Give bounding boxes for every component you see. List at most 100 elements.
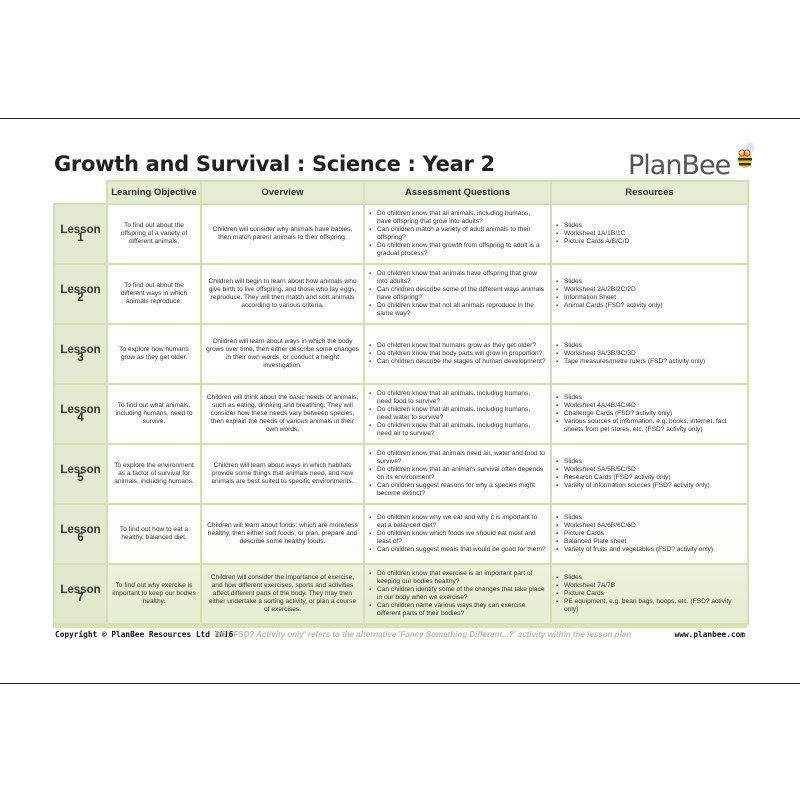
resources-list: SlidesWorksheet 1A/1B/1CPicture Cards A/… <box>556 222 743 246</box>
list-item: Worksheet 5A/5B/5C/5D <box>556 466 743 474</box>
list-item: Do children know that growth from offspr… <box>369 242 546 258</box>
list-item: Challenge Cards (FSD? activity only) <box>556 410 743 418</box>
lesson-label: Lesson 5 <box>53 443 108 505</box>
resources-list: SlidesWorksheet 1A/1B/1CPicture Cards A/… <box>550 203 749 265</box>
resources-list: SlidesWorksheet 5A/5B/5C/5DResearch Card… <box>556 458 743 490</box>
table-row: Lesson 6 To find out how to eat a healthy… <box>53 503 749 565</box>
planbee-logo: PlanBee <box>628 142 758 182</box>
resources-list: SlidesWorksheet 6A/6B/6C/6DPicture Cards… <box>550 503 749 565</box>
lesson-label: Lesson 4 <box>53 383 108 445</box>
learning-objective: To find out what animals, including huma… <box>106 383 202 445</box>
page-title: Growth and Survival : Science : Year 2 <box>54 152 495 176</box>
list-item: Worksheet 1A/1B/1C <box>556 230 743 238</box>
list-item: Can children match a variety of adult an… <box>369 226 546 242</box>
list-item: Do children know that animals have offsp… <box>369 270 546 286</box>
questions-list: Do children know that animals need air, … <box>369 450 546 498</box>
overview: Children will learn about foods: which a… <box>200 503 365 565</box>
lesson-label: Lesson 1 <box>53 203 108 265</box>
list-item: Do children know which foods we should e… <box>369 530 546 546</box>
table-row: Lesson 7 To find out why exercise is impo… <box>53 563 749 625</box>
list-item: Do children know that all animals, inclu… <box>369 422 546 438</box>
list-item: Can children describe some of the differ… <box>369 286 546 302</box>
list-item: Various sources of information, e.g. boo… <box>556 418 743 434</box>
list-item: Slides <box>556 222 743 230</box>
questions-list: Do children know why we eat and why it i… <box>369 514 546 554</box>
resources-list: SlidesWorksheet 7A/7BPicture CardsPE equ… <box>550 563 749 625</box>
table-row: Lesson 3 To explore how humans grow as th… <box>53 323 749 385</box>
list-item: Research Cards (FSD? activity only) <box>556 474 743 482</box>
list-item: Tape measures/metre rulers (FSD? activit… <box>556 358 743 366</box>
learning-objective: To find out why exercise is important to… <box>106 563 202 625</box>
lesson-plan-table: Learning Objective Overview Assessment Q… <box>53 180 749 625</box>
list-item: Slides <box>556 342 743 350</box>
header-assessment-questions: Assessment Questions <box>363 180 552 205</box>
table-row: Lesson 1 To find out about the offspring … <box>53 203 749 265</box>
lesson-label: Lesson 3 <box>53 323 108 385</box>
assessment-questions: Do children know that humans grow as the… <box>363 323 552 385</box>
list-item: Do children know why we eat and why it i… <box>369 514 546 530</box>
learning-objective: To explore how humans grow as they get o… <box>106 323 202 385</box>
list-item: Can children name various ways they can … <box>369 602 546 618</box>
list-item: Can children describe the stages of huma… <box>369 358 546 366</box>
list-item: Worksheet 3A/3B/3C/3D <box>556 350 743 358</box>
table-row: Lesson 2 To find out about the different … <box>53 263 749 325</box>
assessment-questions: Do children know that exercise is an imp… <box>363 563 552 625</box>
header-corner <box>54 181 108 205</box>
list-item: Worksheet 7A/7B <box>556 582 743 590</box>
fsd-note: NB: 'FSD? Activity only' refers to the a… <box>215 630 632 639</box>
logo-text: PlanBee <box>628 150 731 181</box>
header-overview: Overview <box>200 180 365 205</box>
resources-list: SlidesWorksheet 2A/2B/2C/2DInformation S… <box>550 263 749 325</box>
list-item: Picture Cards <box>556 590 743 598</box>
learning-objective: To explore the environment as a factor o… <box>106 443 202 505</box>
resources-list: SlidesWorksheet 4A/4B/4C/4DChallenge Car… <box>556 394 743 434</box>
overview: Children will consider why animals have … <box>200 203 365 265</box>
list-item: Worksheet 4A/4B/4C/4D <box>556 402 743 410</box>
list-item: Slides <box>556 458 743 466</box>
list-item: Do children know that all animals, inclu… <box>369 390 546 406</box>
list-item: PE equipment, e.g. bean bags, hoops, etc… <box>556 598 743 614</box>
overview: Children will think about the basic need… <box>200 383 365 445</box>
learning-objective: To find out about the offspring of a var… <box>106 203 202 265</box>
overview: Children will begin to learn about how a… <box>200 263 365 325</box>
list-item: Worksheet 2A/2B/2C/2D <box>556 286 743 294</box>
assessment-questions: Do children know that all animals, inclu… <box>363 383 552 445</box>
assessment-questions: Do children know that animals need air, … <box>363 443 552 505</box>
overview: Children will consider the importance of… <box>200 563 365 625</box>
list-item: Do children know that not all animals re… <box>369 302 546 318</box>
list-item: Slides <box>556 574 743 582</box>
resources-list: SlidesWorksheet 5A/5B/5C/5DResearch Card… <box>550 443 749 505</box>
overview: Children will learn about ways in which … <box>200 443 365 505</box>
learning-objective: To find out about the different ways in … <box>106 263 202 325</box>
list-item: Slides <box>556 514 743 522</box>
table-row: Lesson 5 To explore the environment as a … <box>53 443 749 505</box>
list-item: Worksheet 6A/6B/6C/6D <box>556 522 743 530</box>
assessment-questions: Do children know why we eat and why it i… <box>363 503 552 565</box>
resources-list: SlidesWorksheet 2A/2B/2C/2DInformation S… <box>556 278 743 310</box>
header-resources: Resources <box>550 180 749 205</box>
bee-icon <box>738 142 754 168</box>
list-item: Animal Cards (FSD? activity only) <box>556 302 743 310</box>
lesson-label: Lesson 6 <box>53 503 108 565</box>
assessment-questions: Do children know that animals have offsp… <box>363 263 552 325</box>
copyright-text: Copyright © PlanBee Resources Ltd 2016 <box>55 630 234 639</box>
list-item: Do children know that all animals, inclu… <box>369 406 546 422</box>
questions-list: Do children know that all animals, inclu… <box>369 390 546 438</box>
list-item: Picture Cards A/B/C/D <box>556 238 743 246</box>
questions-list: Do children know that all animals, inclu… <box>369 210 546 258</box>
website-link[interactable]: www.planbee.com <box>674 630 745 639</box>
list-item: Do children know that an animal's surviv… <box>369 466 546 482</box>
list-item: Slides <box>556 394 743 402</box>
list-item: Information Sheet <box>556 294 743 302</box>
list-item: Do children know that animals need air, … <box>369 450 546 466</box>
resources-list: SlidesWorksheet 7A/7BPicture CardsPE equ… <box>556 574 743 614</box>
lesson-label: Lesson 7 <box>53 563 108 625</box>
assessment-questions: Do children know that all animals, inclu… <box>363 203 552 265</box>
learning-objective: To find out how to eat a healthy, balanc… <box>106 503 202 565</box>
questions-list: Do children know that exercise is an imp… <box>369 570 546 618</box>
questions-list: Do children know that animals have offsp… <box>369 270 546 318</box>
list-item: Do children know that body parts will gr… <box>369 350 546 358</box>
list-item: Do children know that exercise is an imp… <box>369 570 546 586</box>
list-item: Picture Cards <box>556 530 743 538</box>
questions-list: Do children know that humans grow as the… <box>369 342 546 366</box>
